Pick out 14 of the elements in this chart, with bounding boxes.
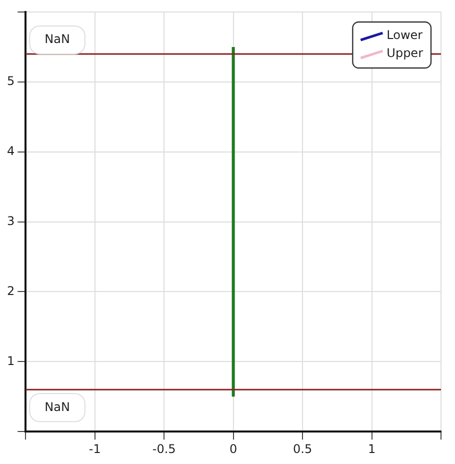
ref-line-label: NaN bbox=[44, 32, 70, 46]
x-tick-label: 1 bbox=[368, 442, 376, 456]
x-tick-label: 0 bbox=[229, 442, 238, 456]
legend-label: Upper bbox=[386, 46, 424, 60]
y-tick-label: 4 bbox=[6, 144, 15, 158]
ref-line-label: NaN bbox=[44, 400, 70, 414]
y-tick-label: 3 bbox=[6, 214, 15, 228]
x-tick-label: -1 bbox=[88, 442, 101, 456]
y-tick-label: 1 bbox=[6, 354, 15, 368]
x-tick-label: -0.5 bbox=[152, 442, 176, 456]
y-tick-label: 2 bbox=[6, 284, 15, 298]
legend-label: Lower bbox=[386, 28, 423, 42]
y-tick-label: 5 bbox=[6, 74, 15, 88]
x-tick-label: 0.5 bbox=[293, 442, 312, 456]
